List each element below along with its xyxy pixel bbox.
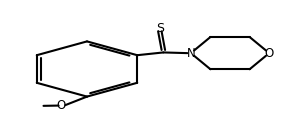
Text: O: O <box>264 47 274 60</box>
Text: S: S <box>156 22 164 35</box>
Text: N: N <box>186 47 195 60</box>
Text: O: O <box>56 99 66 112</box>
